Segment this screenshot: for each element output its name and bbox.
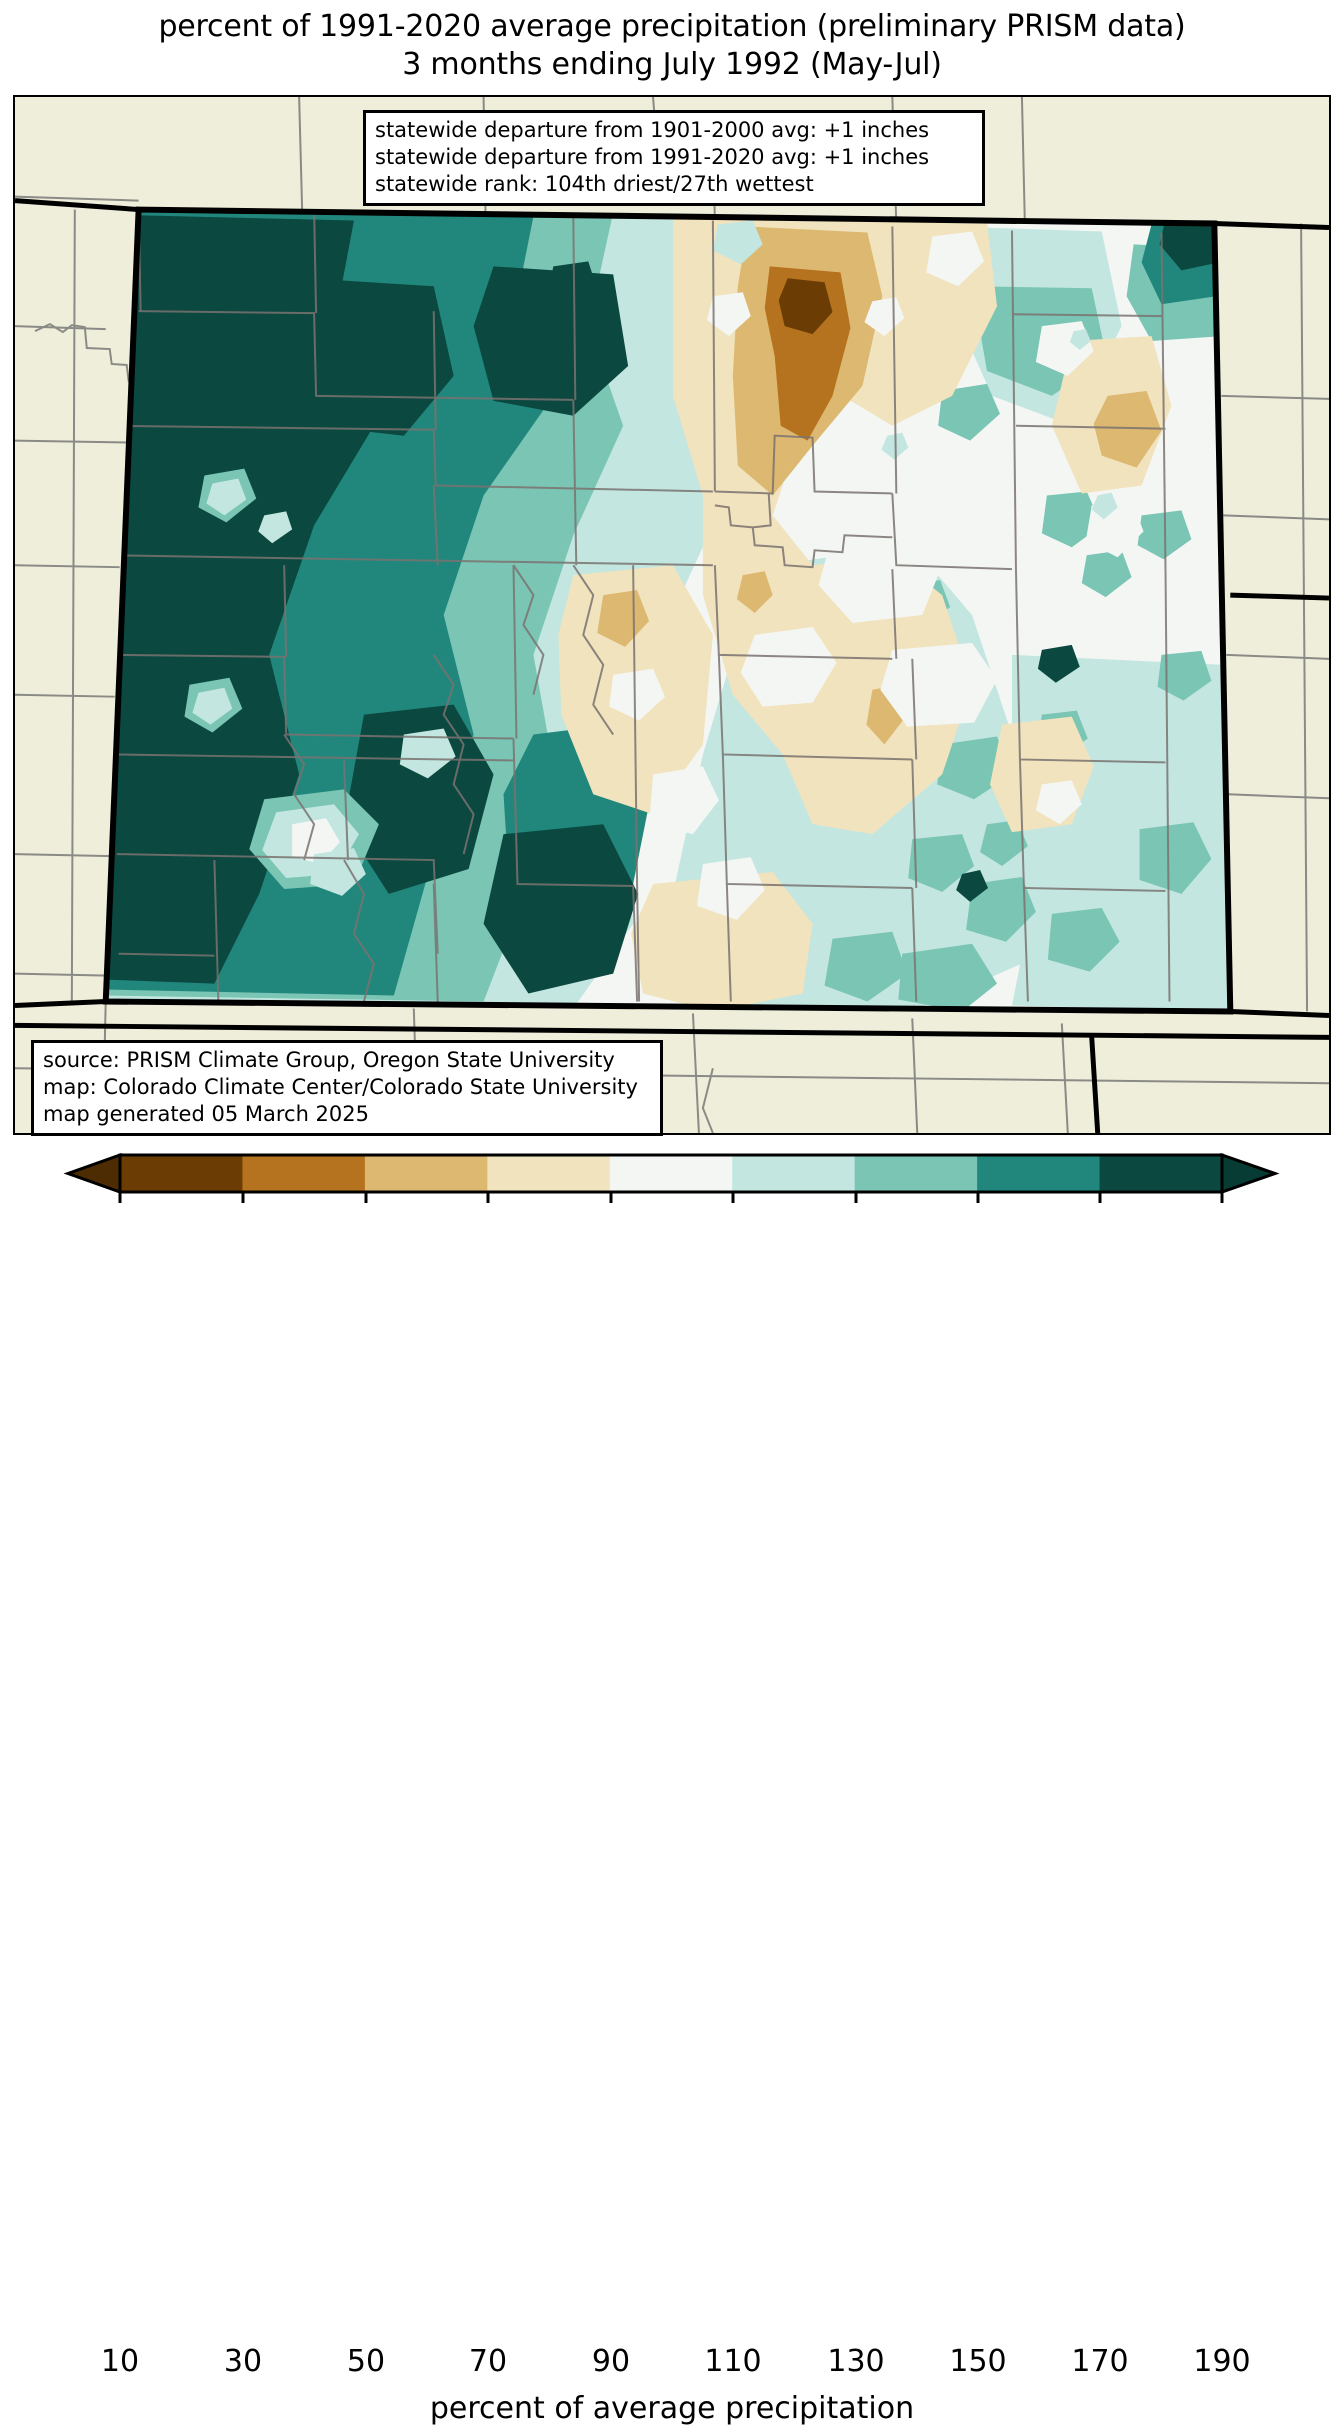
contour-fill-group — [105, 209, 1231, 1012]
statistics-box: statewide departure from 1901-2000 avg: … — [363, 110, 985, 206]
colorbar-tick-label-6: 130 — [827, 2344, 885, 2379]
colorbar-tick-label-2: 50 — [346, 2344, 386, 2379]
source-map-author: map: Colorado Climate Center/Colorado St… — [43, 1075, 638, 1099]
map-frame — [13, 95, 1331, 1135]
colorbar-tick-label-7: 150 — [949, 2344, 1007, 2379]
neighbor-jagged-boundary — [34, 322, 139, 383]
colorbar-band-8 — [1099, 1155, 1223, 1192]
title-line-2: 3 months ending July 1992 (May-Jul) — [402, 47, 942, 82]
stat-departure-1991-2020: statewide departure from 1991-2020 avg: … — [375, 145, 930, 169]
stat-departure-1901-2000: statewide departure from 1901-2000 avg: … — [375, 118, 930, 142]
colorbar-tick-label-3: 70 — [468, 2344, 508, 2379]
source-generated-date: map generated 05 March 2025 — [43, 1102, 370, 1126]
colorbar-ticks — [118, 1192, 1224, 1203]
colorbar-tick-label-1: 30 — [223, 2344, 263, 2379]
colorbar-outline — [118, 1153, 1224, 1194]
colorbar-tick-label-9: 190 — [1193, 2344, 1251, 2379]
title-line-1: percent of 1991-2020 average precipitati… — [158, 9, 1186, 44]
colorbar-band-0 — [120, 1155, 244, 1192]
colorado-county-lines — [105, 209, 1171, 1002]
colorbar-tick-labels: 10 30 50 70 90 110 130 150 170 190 — [0, 2344, 1344, 2384]
colorbar-band-4 — [609, 1155, 733, 1192]
colorbar-band-1 — [242, 1155, 366, 1192]
source-box: source: PRISM Climate Group, Oregon Stat… — [31, 1040, 663, 1136]
colorbar-svg — [63, 1152, 1280, 1203]
colorbar-tick-label-8: 170 — [1071, 2344, 1129, 2379]
colorbar-under-arrow — [63, 1152, 122, 1195]
neighbor-state-borders — [15, 198, 1329, 1133]
colorbar-tick-label-4: 90 — [591, 2344, 631, 2379]
colorbar-band-6 — [854, 1155, 978, 1192]
colorbar: 10 30 50 70 90 110 130 150 170 190 percent of ave… — [0, 1148, 1344, 2426]
colorbar-band-5 — [732, 1155, 856, 1192]
page-title: percent of 1991-2020 average precipitati… — [0, 8, 1344, 84]
colorbar-tick-label-5: 110 — [704, 2344, 762, 2379]
stat-statewide-rank: statewide rank: 104th driest/27th wettes… — [375, 172, 814, 196]
colorbar-band-7 — [977, 1155, 1101, 1192]
colorbar-band-3 — [487, 1155, 611, 1192]
colorbar-over-arrow — [1220, 1152, 1280, 1195]
colorbar-tick-label-0: 10 — [100, 2344, 140, 2379]
source-prism: source: PRISM Climate Group, Oregon Stat… — [43, 1048, 615, 1072]
colorbar-band-2 — [364, 1155, 488, 1192]
colorbar-axis-label: percent of average precipitation — [429, 2391, 915, 2426]
colorbar-bands — [63, 1152, 1280, 1195]
precipitation-choropleth-map — [15, 97, 1329, 1133]
